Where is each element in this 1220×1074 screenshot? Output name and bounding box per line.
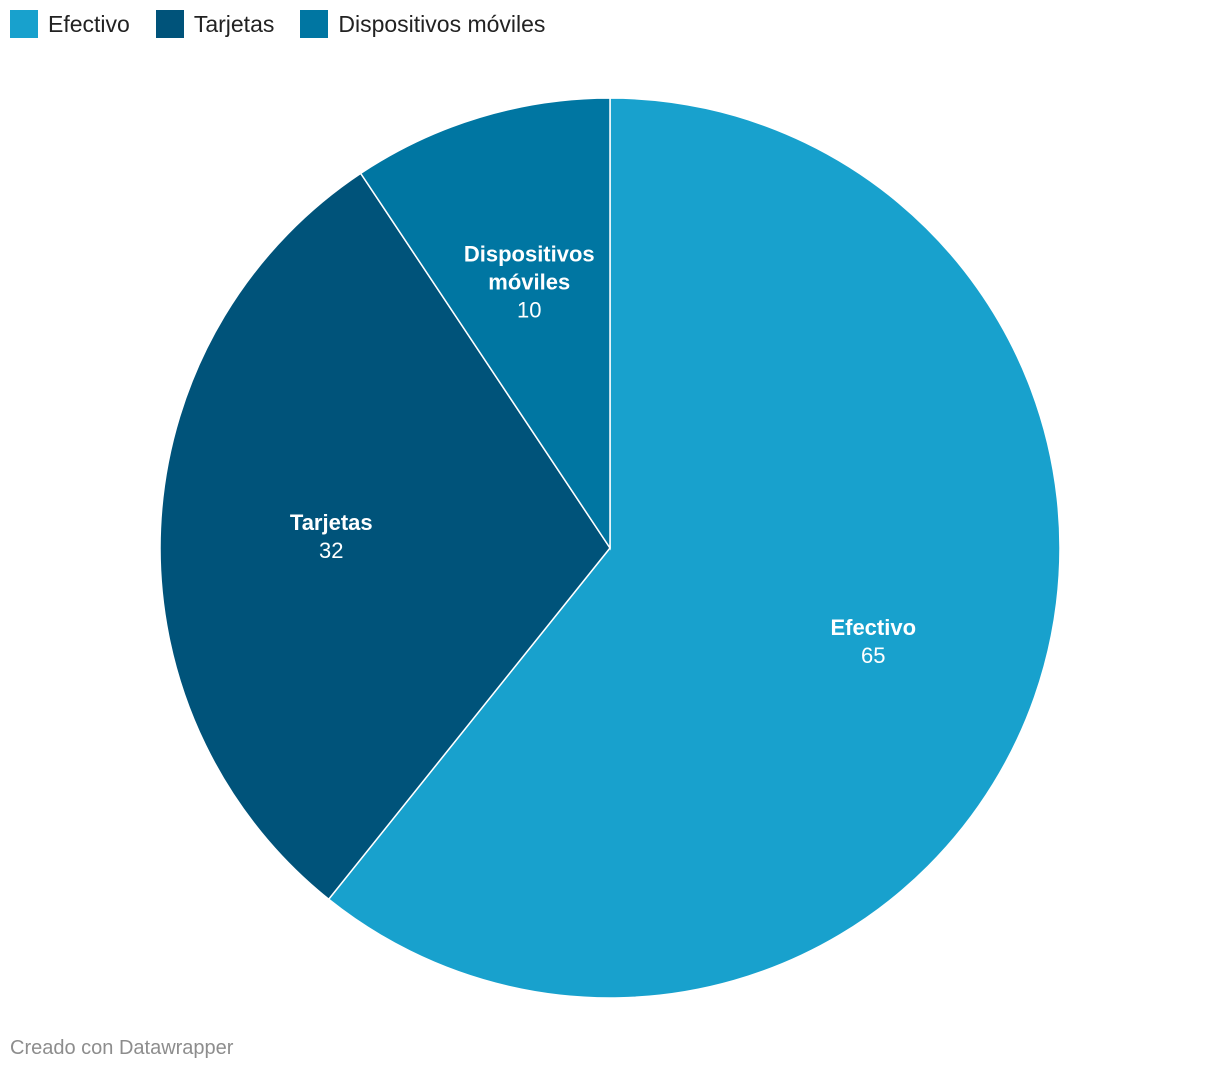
pie-slice-tarjetas <box>159 172 611 901</box>
legend-swatch-efectivo <box>10 10 38 38</box>
legend-item-dispositivos-moviles: Dispositivos móviles <box>300 10 545 38</box>
legend-swatch-tarjetas <box>155 10 184 38</box>
credit-text: Creado con Datawrapper <box>10 1037 234 1059</box>
slice-value-label: 65 <box>861 643 885 668</box>
slice-label-tarjetas: Tarjetas 32 <box>290 510 373 563</box>
pie-slice-dispositivos-moviles <box>359 97 611 551</box>
slice-label-dispositivos-moviles: Dispositivos móviles 10 <box>464 241 595 322</box>
legend-item-tarjetas: Tarjetas <box>155 10 275 38</box>
slice-label-efectivo: Efectivo 65 <box>830 615 916 668</box>
legend-label-tarjetas: Tarjetas <box>193 10 275 37</box>
slice-value-label: 32 <box>319 538 343 563</box>
legend-swatch-dispositivos-moviles <box>300 10 329 38</box>
slice-label-name: móviles <box>488 269 570 294</box>
legend-item-efectivo: Efectivo <box>10 10 130 38</box>
legend-label-efectivo: Efectivo <box>48 10 130 37</box>
slice-label-name: Dispositivos <box>464 241 595 266</box>
slice-label-name: Efectivo <box>830 615 916 640</box>
chart-legend: Efectivo Tarjetas Dispositivos móviles <box>10 9 571 39</box>
slice-value-label: 10 <box>517 297 541 322</box>
pie-slice-efectivo <box>327 97 1061 999</box>
legend-label-dispositivos-moviles: Dispositivos móviles <box>338 10 546 37</box>
slice-label-name: Tarjetas <box>290 510 373 535</box>
